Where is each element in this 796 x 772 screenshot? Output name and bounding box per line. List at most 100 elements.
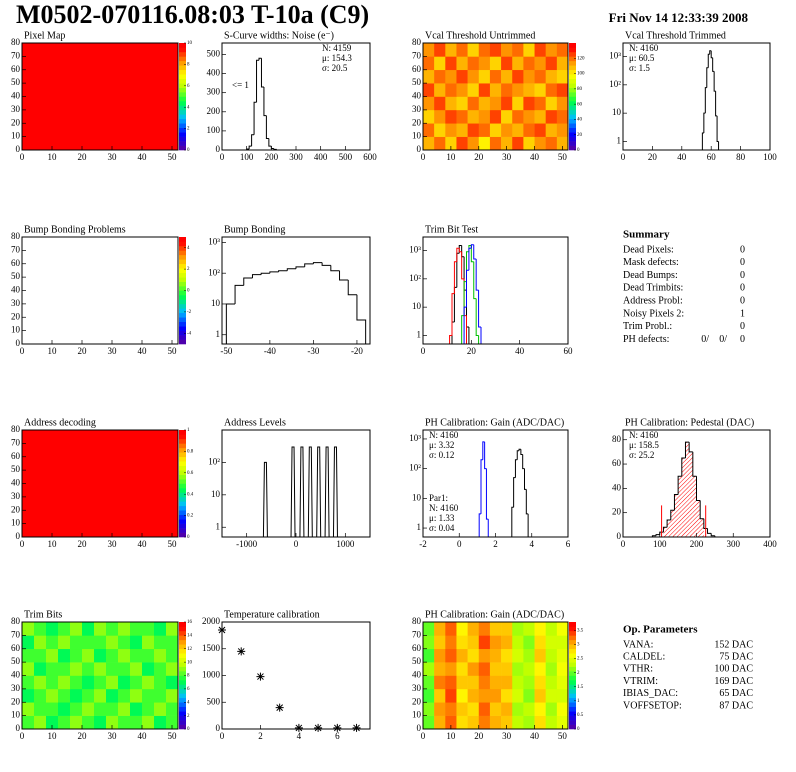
- heatmap-cell: [445, 635, 457, 650]
- x-tick-label: 300: [727, 539, 741, 549]
- colorbar-segment: [179, 635, 186, 641]
- x-tick-label: -20: [351, 346, 363, 356]
- heatmap-cell: [489, 622, 502, 636]
- x-tick-label: 20: [467, 346, 477, 356]
- y-tick-label: 10³: [409, 245, 421, 255]
- histogram-bin: [712, 57, 715, 72]
- y-tick-label: 2000: [202, 616, 221, 626]
- x-tick-label: 20: [78, 731, 88, 741]
- x-tick-label: 40: [677, 152, 687, 162]
- heatmap-cell: [512, 83, 524, 97]
- x-tick-label: 40: [138, 539, 148, 549]
- y-tick-label: 50: [412, 77, 422, 87]
- heatmap-cell: [118, 675, 131, 690]
- colorbar-segment: [179, 532, 186, 538]
- histogram-bin: [473, 244, 477, 260]
- heatmap-cell: [478, 622, 491, 636]
- heatmap-cell: [545, 83, 558, 97]
- heatmap-cell: [46, 715, 59, 730]
- y-tick-label: 10: [11, 710, 21, 720]
- heatmap-cell: [423, 136, 435, 151]
- colorbar-label: 10: [187, 660, 193, 665]
- x-tick-label: 50: [168, 731, 178, 741]
- heatmap-cell: [501, 96, 513, 111]
- heatmap-cell: [489, 83, 502, 97]
- colorbar-segment: [179, 461, 186, 466]
- x-tick-label: 0: [20, 152, 25, 162]
- histogram-bin: [263, 86, 267, 117]
- histogram-bin: [478, 290, 481, 328]
- heatmap-cell: [434, 702, 446, 716]
- colorbar-segment: [179, 78, 186, 84]
- colorbar-segment: [179, 648, 186, 654]
- colorbar-segment: [179, 456, 186, 462]
- histogram-bin: [518, 448, 521, 451]
- histogram-bin: [456, 247, 460, 262]
- histogram-bin: [485, 468, 489, 520]
- heatmap-cell: [478, 675, 491, 690]
- heatmap-cell: [423, 688, 435, 703]
- x-tick-label: 6: [566, 539, 571, 549]
- colorbar-segment: [179, 430, 186, 435]
- heatmap-cell: [556, 69, 569, 84]
- heatmap-cell: [489, 675, 502, 690]
- x-tick-label: 30: [108, 346, 118, 356]
- heatmap-cell: [434, 69, 446, 84]
- x-tick-label: 30: [108, 539, 118, 549]
- stats-line: σ: 0.12: [429, 450, 454, 460]
- heatmap-cell: [154, 635, 167, 650]
- heatmap-cell: [478, 109, 491, 124]
- table-label: Mask defects:: [623, 257, 679, 268]
- histogram-bin: [677, 475, 682, 495]
- y-tick-label: 1: [216, 329, 221, 339]
- heatmap-cell: [467, 96, 480, 111]
- y-tick-label: 10: [412, 710, 422, 720]
- heatmap-cell: [478, 123, 491, 137]
- panel-title: Trim Bits: [24, 609, 62, 620]
- heatmap-cell: [434, 109, 446, 124]
- colorbar-segment: [179, 96, 186, 102]
- colorbar-label: 2: [187, 127, 190, 132]
- colorbar-segment: [179, 693, 186, 699]
- colorbar-segment: [179, 684, 186, 690]
- stats-line: N: 4160: [429, 503, 459, 513]
- heatmap-cell: [154, 622, 167, 636]
- colorbar-segment: [179, 724, 186, 730]
- fit-hatch: [692, 476, 697, 537]
- heatmap-cell: [34, 702, 47, 716]
- heatmap-cell: [512, 136, 524, 151]
- colorbar-segment: [179, 447, 186, 453]
- heatmap-cell: [489, 69, 502, 84]
- colorbar-segment: [179, 127, 186, 133]
- y-tick-label: 30: [11, 104, 21, 114]
- panel-title: Vcal Threshold Untrimmed: [425, 30, 535, 41]
- y-tick-label: 60: [11, 643, 21, 653]
- y-tick-label: 60: [11, 451, 21, 461]
- colorbar-label: 2: [187, 714, 190, 719]
- heatmap-cell: [501, 83, 513, 97]
- colorbar-segment: [569, 105, 576, 111]
- histogram-bin: [475, 259, 479, 291]
- heatmap-cell: [512, 702, 524, 716]
- y-tick-label: 1500: [202, 643, 221, 653]
- colorbar-segment: [569, 47, 576, 53]
- histogram-bin: [304, 263, 314, 267]
- heatmap-cell: [456, 56, 468, 71]
- heatmap-cell: [501, 43, 513, 57]
- colorbar-segment: [179, 145, 186, 151]
- colorbar-segment: [179, 528, 186, 533]
- heatmap-cell: [467, 622, 480, 636]
- heatmap-cell: [445, 96, 457, 111]
- y-tick-label: 1: [417, 522, 422, 532]
- heatmap-cell: [34, 635, 47, 650]
- heatmap-cell: [22, 635, 35, 650]
- colorbar-segment: [179, 470, 186, 475]
- x-tick-label: 2: [493, 539, 498, 549]
- panel-title: S-Curve widths: Noise (e⁻): [224, 30, 334, 41]
- heatmap-cell: [456, 662, 468, 676]
- y-tick-label: 30: [11, 298, 21, 308]
- y-tick-label: 500: [207, 49, 221, 59]
- colorbar-segment: [569, 60, 576, 66]
- heatmap-cell: [456, 109, 468, 124]
